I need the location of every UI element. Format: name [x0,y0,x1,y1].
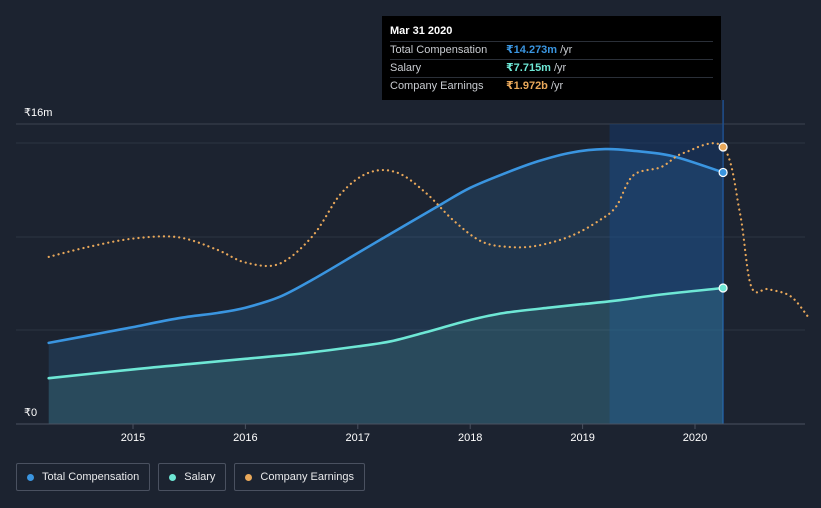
total-compensation-area [48,149,724,424]
x-axis: 2015 2016 2017 2018 2019 2020 [16,423,805,444]
legend-item-total-compensation[interactable]: Total Compensation [16,463,151,491]
series-lines [47,142,809,380]
tooltip-value: ₹7.715m [506,62,551,74]
company-earnings-marker[interactable] [718,142,728,152]
salary-area [48,288,724,424]
x-tick-label-2019: 2019 [570,432,594,444]
tooltip-value: ₹1.972b [506,80,548,92]
series-areas [48,149,724,424]
tooltip-unit: /yr [550,80,564,92]
hover-tooltip: Mar 31 2020 Total Compensation ₹14.273m … [382,16,721,100]
legend-item-salary[interactable]: Salary [158,463,227,491]
highlight-region [609,124,724,424]
tooltip-unit: /yr [553,62,567,74]
total-compensation-marker[interactable] [718,167,728,178]
y-tick-label-top: ₹16m [24,107,52,119]
x-tick-label-2020: 2020 [683,432,707,444]
x-tick-label-2015: 2015 [121,432,145,444]
tooltip-date: Mar 31 2020 [390,25,453,37]
tooltip-label: Total Compensation [390,44,488,56]
tooltip-row-total-compensation: Total Compensation ₹14.273m /yr [390,41,713,59]
tooltip-row-company-earnings: Company Earnings ₹1.972b /yr [390,77,713,95]
tooltip-value: ₹14.273m [506,44,558,56]
legend-dot-icon [27,473,34,481]
total-compensation-line [47,147,725,345]
company-earnings-line [47,142,809,317]
x-tick-label-2018: 2018 [458,432,482,444]
legend-dot-icon [245,473,253,481]
salary-marker[interactable] [718,283,728,293]
tooltip-label: Salary [390,62,422,74]
series-markers[interactable] [718,142,728,293]
tooltip-unit: /yr [560,44,573,56]
legend-item-company-earnings[interactable]: Company Earnings [234,463,365,491]
salary-line [47,286,725,380]
legend-label: Total Compensation [42,471,140,483]
x-tick-label-2017: 2017 [346,432,370,444]
x-tick-label-2016: 2016 [233,432,257,444]
highlight-band [609,100,724,424]
tooltip-label: Company Earnings [390,80,484,92]
chart-legend: Total Compensation Salary Company Earnin… [16,463,365,491]
legend-label: Company Earnings [260,471,354,483]
y-tick-label-bottom: ₹0 [24,407,37,419]
tooltip-row-salary: Salary ₹7.715m /yr [390,59,713,77]
legend-label: Salary [184,471,216,483]
legend-dot-icon [169,473,177,481]
